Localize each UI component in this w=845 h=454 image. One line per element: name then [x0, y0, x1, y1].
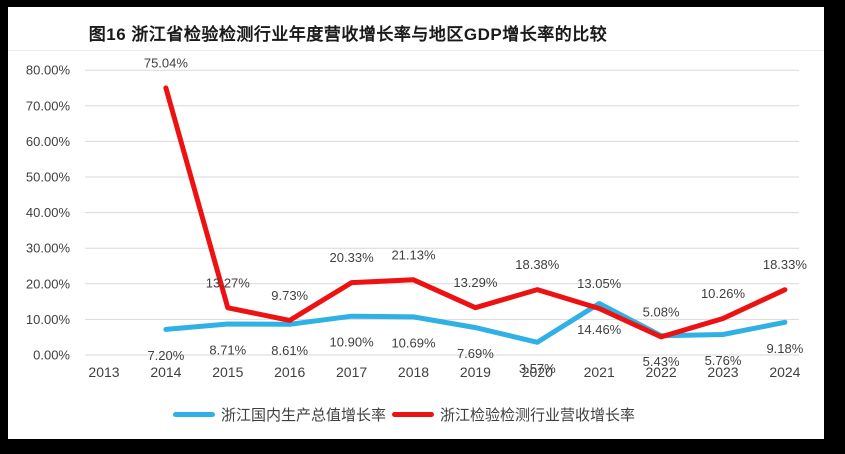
y-axis-tick-label: 30.00% [26, 241, 71, 256]
x-axis-category-label: 2014 [150, 364, 181, 380]
legend-item-industry-revenue-growth: 浙江检验检测行业营收增长率 [392, 404, 635, 425]
y-axis-tick-label: 50.00% [26, 170, 71, 185]
data-label: 10.69% [391, 335, 436, 350]
x-axis-category-label: 2015 [212, 364, 243, 380]
x-axis-category-label: 2019 [460, 364, 491, 380]
x-axis-category-label: 2018 [398, 364, 429, 380]
x-axis-category-label: 2016 [274, 364, 305, 380]
data-label: 10.26% [701, 286, 746, 301]
data-label: 8.61% [271, 343, 308, 358]
y-axis-tick-label: 20.00% [26, 276, 71, 291]
y-axis-tick-label: 10.00% [26, 312, 71, 327]
chart-canvas: 图16 浙江省检验检测行业年度营收增长率与地区GDP增长率的比较 0.00% 10… [8, 7, 824, 439]
data-label: 20.33% [330, 250, 375, 265]
data-label: 7.20% [147, 348, 184, 363]
series-line-gdp-growth [163, 301, 788, 345]
data-label: 9.73% [271, 288, 308, 303]
x-axis-category-label: 2013 [88, 364, 119, 380]
y-axis-tick-label: 80.00% [26, 63, 71, 78]
legend-key-red-line [392, 411, 434, 417]
chart-legend: 浙江国内生产总值增长率 浙江检验检测行业营收增长率 [8, 403, 800, 425]
data-label: 21.13% [391, 247, 436, 262]
data-label: 14.46% [577, 322, 622, 337]
data-label: 5.43% [643, 354, 680, 369]
x-axis-category-label: 2017 [336, 364, 367, 380]
title-divider-line [8, 50, 824, 51]
x-axis-category-label: 2021 [584, 364, 615, 380]
legend-label-industry-revenue-growth: 浙江检验检测行业营收增长率 [440, 406, 636, 424]
legend-label-gdp-growth: 浙江国内生产总值增长率 [220, 406, 386, 424]
data-label: 8.71% [209, 343, 246, 358]
x-axis-category-label: 2023 [707, 364, 738, 380]
data-label: 3.57% [519, 361, 556, 376]
data-label: 13.05% [577, 276, 622, 291]
data-label: 75.04% [144, 55, 189, 70]
x-axis-category-label: 2022 [646, 364, 677, 380]
y-axis-tick-label: 60.00% [26, 134, 71, 149]
legend-item-gdp-growth: 浙江国内生产总值增长率 [172, 404, 386, 425]
legend-key-blue-line [172, 411, 215, 417]
data-label: 18.33% [763, 257, 808, 272]
data-label: 18.38% [515, 257, 560, 272]
x-axis-category-label: 2024 [769, 364, 800, 380]
data-label: 10.90% [330, 335, 375, 350]
data-label: 13.29% [453, 275, 498, 290]
data-label: 9.18% [766, 341, 803, 356]
y-axis-tick-label: 40.00% [26, 205, 71, 220]
x-axis-category-label: 2020 [522, 364, 553, 380]
data-label: 13.27% [206, 275, 251, 290]
y-axis-tick-label: 0.00% [33, 348, 70, 363]
data-label: 5.76% [705, 353, 742, 368]
chart-title: 图16 浙江省检验检测行业年度营收增长率与地区GDP增长率的比较 [88, 25, 608, 44]
y-axis-tick-label: 70.00% [26, 98, 71, 113]
data-label: 7.69% [457, 346, 494, 361]
data-label: 5.08% [643, 304, 680, 319]
series-line-industry-revenue-growth [163, 85, 788, 340]
line-chart-plot: 0.00% 10.00% 20.00% 30.00% 40.00% 50.00% 60.00… [26, 55, 808, 380]
